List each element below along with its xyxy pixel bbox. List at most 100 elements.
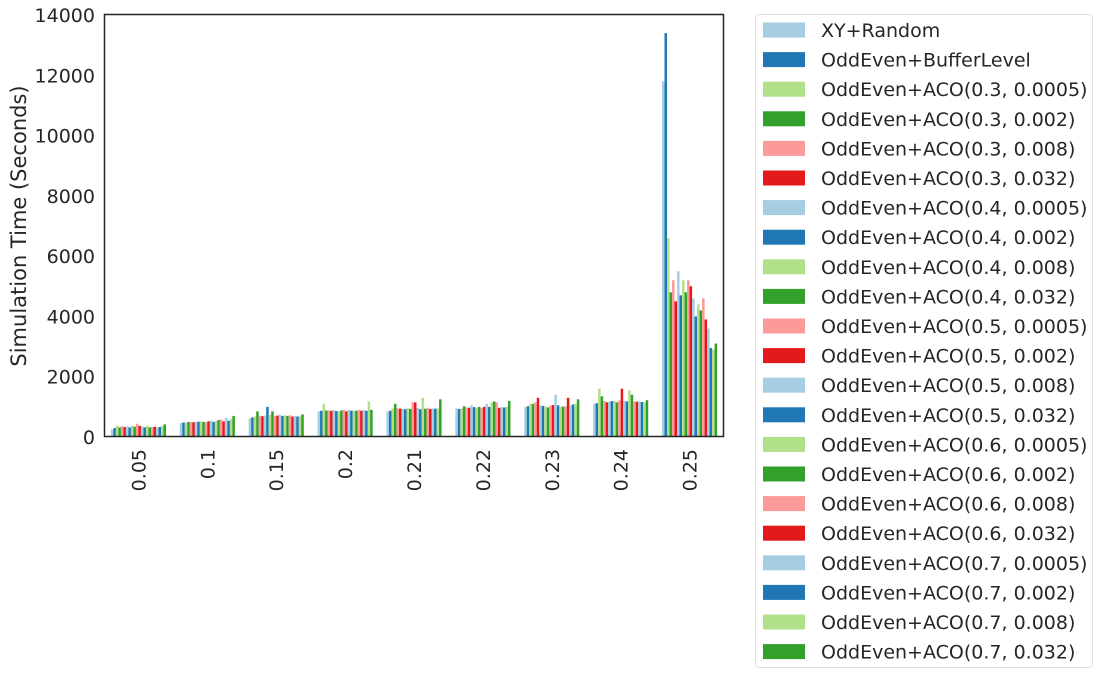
bar — [623, 400, 626, 437]
bar — [143, 427, 146, 437]
bar — [286, 415, 289, 437]
bar — [487, 406, 491, 437]
legend-label: OddEven+ACO(0.5, 0.0005) — [821, 316, 1087, 338]
legend-item: OddEven+ACO(0.3, 0.032) — [763, 168, 1075, 190]
bar — [714, 343, 718, 437]
legend-label: OddEven+ACO(0.3, 0.0005) — [821, 79, 1087, 101]
bar — [360, 410, 363, 437]
bar — [600, 396, 604, 437]
bar — [571, 404, 575, 437]
bar — [148, 427, 151, 437]
bar — [332, 410, 336, 437]
y-tick-label: 2000 — [47, 367, 95, 389]
bar — [219, 419, 223, 437]
legend-item: OddEven+ACO(0.7, 0.002) — [763, 582, 1075, 604]
bar — [541, 405, 545, 437]
bar — [209, 420, 213, 437]
bar — [633, 401, 636, 437]
bar — [674, 301, 678, 437]
bar — [679, 295, 683, 437]
bar — [187, 421, 190, 437]
bar — [460, 408, 463, 437]
bar — [505, 406, 508, 437]
legend-swatch — [763, 200, 805, 216]
bar — [559, 406, 562, 437]
bar — [271, 411, 274, 437]
bar — [569, 405, 572, 437]
bar — [490, 402, 493, 437]
bar — [365, 410, 368, 437]
legend-item: OddEven+ACO(0.5, 0.008) — [763, 375, 1075, 397]
bar — [138, 425, 141, 437]
bar — [472, 407, 476, 437]
x-tick-label: 0.2 — [335, 449, 357, 479]
legend-swatch — [763, 466, 805, 482]
legend-label: OddEven+ACO(0.6, 0.002) — [821, 464, 1075, 486]
bar — [224, 418, 228, 437]
bar — [429, 408, 432, 437]
bar — [526, 406, 530, 437]
legend-item: OddEven+ACO(0.5, 0.032) — [763, 405, 1075, 427]
bar — [184, 422, 188, 437]
bar — [564, 406, 567, 437]
legend-item: OddEven+ACO(0.3, 0.0005) — [763, 79, 1087, 101]
bar — [667, 238, 670, 437]
bar — [492, 401, 496, 437]
bar — [266, 406, 269, 437]
bar — [130, 425, 134, 437]
legend-item: OddEven+BufferLevel — [763, 50, 1031, 72]
bar — [536, 397, 540, 437]
bar — [140, 426, 144, 437]
legend-item: OddEven+ACO(0.3, 0.008) — [763, 138, 1075, 160]
bar — [669, 292, 673, 437]
bar — [317, 411, 321, 437]
bar — [293, 415, 297, 437]
y-tick-label: 14000 — [35, 5, 95, 27]
bar — [628, 390, 631, 437]
bar — [475, 407, 478, 437]
legend-label: OddEven+ACO(0.6, 0.032) — [821, 523, 1075, 545]
bar — [189, 421, 193, 437]
legend-label: OddEven+ACO(0.4, 0.0005) — [821, 198, 1087, 220]
bar — [507, 400, 511, 437]
legend-label: OddEven+ACO(0.7, 0.032) — [821, 642, 1075, 664]
legend-item: OddEven+ACO(0.4, 0.032) — [763, 286, 1075, 308]
legend-item: OddEven+ACO(0.6, 0.032) — [763, 523, 1075, 545]
bar — [638, 401, 641, 437]
bar — [500, 407, 503, 437]
bar — [357, 409, 361, 437]
bar — [301, 414, 304, 437]
bar — [684, 292, 688, 437]
bar — [467, 407, 471, 437]
bars-layer — [110, 33, 718, 438]
legend-label: OddEven+ACO(0.3, 0.008) — [821, 138, 1075, 160]
legend-swatch — [763, 377, 805, 393]
legend-label: OddEven+ACO(0.3, 0.002) — [821, 109, 1075, 131]
bar — [222, 421, 225, 437]
bar — [477, 406, 481, 437]
bar — [153, 426, 156, 437]
bar — [697, 304, 700, 437]
legend-item: OddEven+ACO(0.7, 0.0005) — [763, 553, 1087, 575]
bar — [386, 411, 389, 437]
legend-label: OddEven+ACO(0.4, 0.008) — [821, 257, 1075, 279]
legend-swatch — [763, 496, 805, 512]
bar — [204, 422, 208, 437]
bar — [421, 397, 425, 437]
legend-item: OddEven+ACO(0.3, 0.002) — [763, 109, 1075, 131]
bar — [529, 403, 532, 437]
legend-swatch — [763, 525, 805, 541]
bar — [682, 280, 685, 437]
legend-swatch — [763, 111, 805, 127]
x-tick-label: 0.24 — [611, 449, 633, 491]
y-tick-label: 6000 — [47, 246, 95, 268]
bar — [362, 409, 366, 437]
bar — [672, 280, 675, 437]
bar — [551, 405, 555, 437]
x-tick-label: 0.15 — [266, 449, 288, 491]
bar — [158, 427, 161, 437]
bar — [401, 408, 404, 437]
bar — [179, 423, 183, 437]
bar — [283, 415, 287, 437]
bar — [150, 427, 154, 437]
